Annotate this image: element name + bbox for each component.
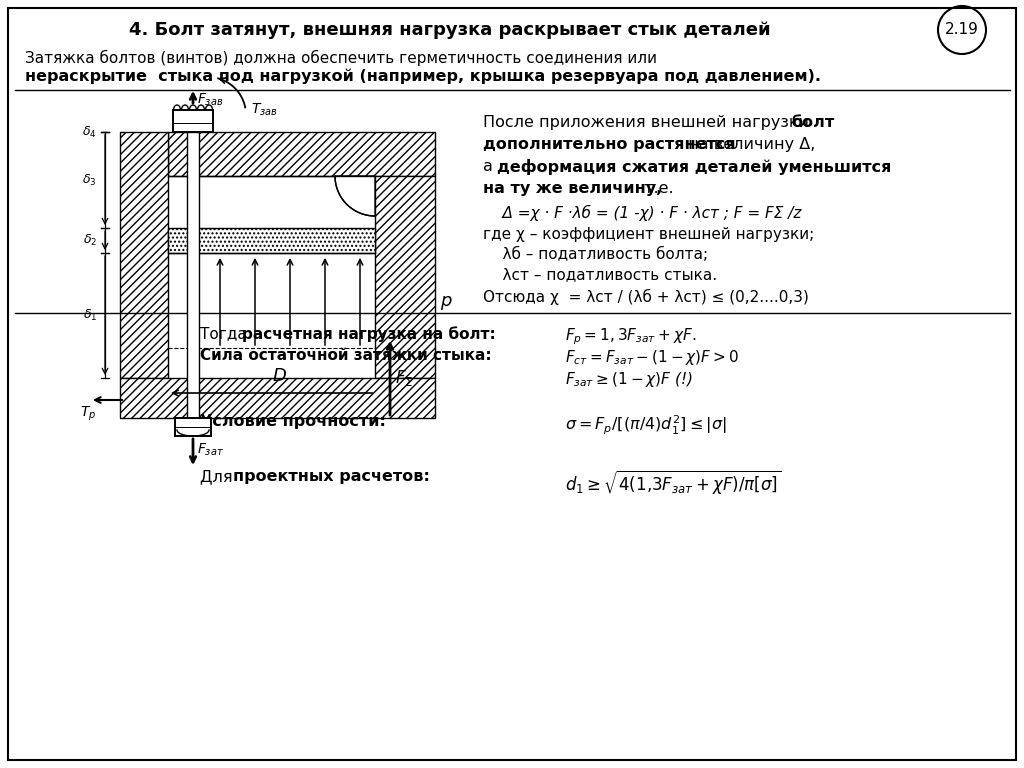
Text: Затяжка болтов (винтов) должна обеспечить герметичность соединения или: Затяжка болтов (винтов) должна обеспечит… [25, 50, 657, 66]
Text: Сила остаточной затяжки стыка:: Сила остаточной затяжки стыка: [200, 348, 492, 363]
Text: нераскрытие  стыка под нагрузкой (например, крышка резервуара под давлением).: нераскрытие стыка под нагрузкой (наприме… [25, 68, 821, 84]
Text: λст – податливость стыка.: λст – податливость стыка. [483, 267, 717, 282]
Text: $\delta_1$: $\delta_1$ [83, 308, 97, 323]
Text: 2.19: 2.19 [945, 22, 979, 38]
Bar [187, 132, 199, 418]
Text: $F_{зав}$: $F_{зав}$ [197, 92, 223, 108]
Text: λб – податливость болта;: λб – податливость болта; [483, 247, 709, 262]
Text: Отсюда χ  = λст / (λб + λст) ≤ (0,2....0,3): Отсюда χ = λст / (λб + λст) ≤ (0,2....0,… [483, 289, 809, 305]
Text: $d_1 \geq \sqrt{4(1{,}3F_{зат}+ \chi F) / \pi[\sigma]}$: $d_1 \geq \sqrt{4(1{,}3F_{зат}+ \chi F) … [565, 469, 781, 497]
Text: дополнительно растянется: дополнительно растянется [483, 137, 735, 152]
Text: Для: Для [200, 469, 238, 484]
Text: $T_{р}$: $T_{р}$ [80, 405, 96, 423]
Polygon shape [375, 176, 435, 378]
Text: деформация сжатия деталей уменьшится: деформация сжатия деталей уменьшится [497, 159, 891, 175]
Text: $F_р = 1,3F_{зат} + \chi F.$: $F_р = 1,3F_{зат} + \chi F.$ [565, 326, 696, 346]
Text: Тогда: Тогда [200, 326, 252, 341]
Text: $\delta_4$: $\delta_4$ [82, 124, 97, 140]
Text: а: а [483, 159, 498, 174]
Text: на ту же величину,: на ту же величину, [483, 181, 663, 196]
Text: на величину Δ,: на величину Δ, [683, 137, 815, 152]
Polygon shape [120, 378, 435, 418]
Text: расчетная нагрузка на болт:: расчетная нагрузка на болт: [242, 326, 496, 342]
Text: $\delta_2$: $\delta_2$ [83, 233, 97, 248]
Polygon shape [335, 176, 375, 216]
Polygon shape [168, 132, 435, 176]
Text: болт: болт [791, 115, 835, 130]
Bar [173, 110, 213, 132]
Text: После приложения внешней нагрузки: После приложения внешней нагрузки [483, 115, 814, 130]
Polygon shape [120, 132, 168, 378]
Polygon shape [168, 228, 375, 253]
Text: Условие прочности:: Условие прочности: [200, 414, 386, 429]
Text: т.е.: т.е. [639, 181, 674, 196]
Text: 4. Болт затянут, внешняя нагрузка раскрывает стык деталей: 4. Болт затянут, внешняя нагрузка раскры… [129, 21, 771, 39]
Text: $F_{ст}=F_{зат} - (1-\chi)F > 0$: $F_{ст}=F_{зат} - (1-\chi)F > 0$ [565, 348, 739, 367]
Text: $T_{зав}$: $T_{зав}$ [251, 102, 278, 118]
Bar [175, 418, 211, 436]
Text: $p$: $p$ [440, 294, 453, 312]
Text: $F_{\Sigma}$: $F_{\Sigma}$ [395, 368, 414, 388]
Text: $\sigma = F_р /[(\pi/4)d_1^2] \leq |\sigma|$: $\sigma = F_р /[(\pi/4)d_1^2] \leq |\sig… [565, 414, 727, 437]
Text: $F_{зат} \geq (1-\chi)F$ (!): $F_{зат} \geq (1-\chi)F$ (!) [565, 370, 693, 389]
Text: где χ – коэффициент внешней нагрузки;: где χ – коэффициент внешней нагрузки; [483, 227, 814, 242]
Text: Δ =χ · F ·λб = (1 -χ) · F · λст ; F = FΣ /z: Δ =χ · F ·λб = (1 -χ) · F · λст ; F = FΣ… [483, 205, 802, 221]
Text: проектных расчетов:: проектных расчетов: [233, 469, 430, 484]
Text: $F_{зат}$: $F_{зат}$ [197, 442, 224, 458]
Text: $D$: $D$ [272, 367, 288, 385]
Text: $\delta_3$: $\delta_3$ [83, 173, 97, 187]
